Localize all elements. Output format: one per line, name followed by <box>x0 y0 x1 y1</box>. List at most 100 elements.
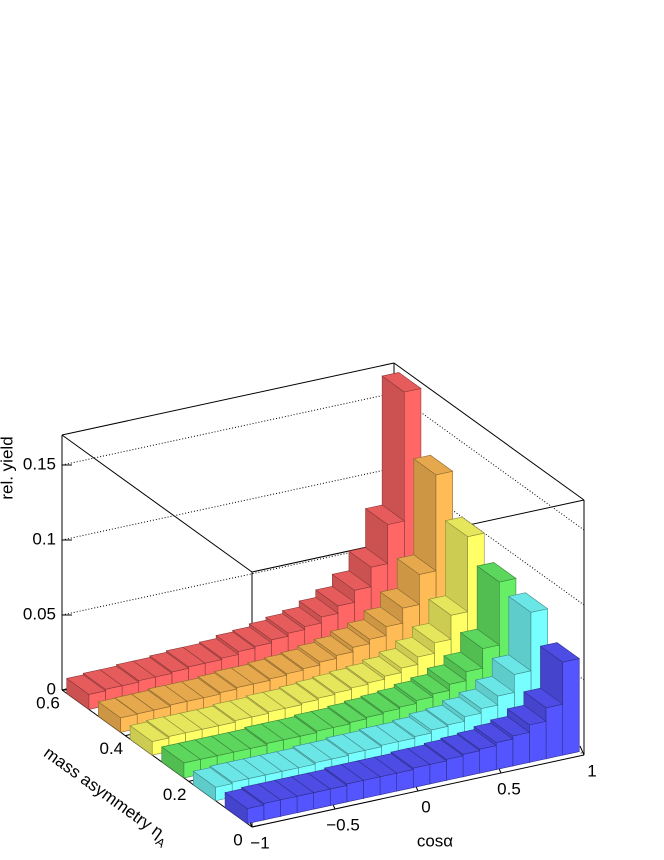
z-tick-label: 0 <box>47 679 56 698</box>
bar-top <box>325 734 366 755</box>
bar-top <box>364 504 406 525</box>
bar-top <box>244 723 285 744</box>
bar-top <box>129 721 170 742</box>
bar-top <box>114 693 155 715</box>
x-axis-title: cosα <box>417 831 453 850</box>
bar-front <box>429 760 447 785</box>
bar-top <box>441 696 482 718</box>
bar-top <box>292 742 333 763</box>
x-tick-label: −0.5 <box>326 815 360 834</box>
bar-front <box>479 745 497 774</box>
bar-top <box>358 725 399 746</box>
bar-top <box>473 722 514 743</box>
bar-top <box>390 748 431 769</box>
bar-top <box>330 627 371 648</box>
bar-top <box>115 660 157 681</box>
bar-top <box>192 767 233 788</box>
bar-top <box>539 642 580 663</box>
bar-top <box>348 547 389 568</box>
x-tick-label: −1 <box>250 833 269 852</box>
bar-front <box>512 732 530 767</box>
bar-top <box>296 642 338 663</box>
bar-top <box>161 743 202 764</box>
bar-top <box>82 669 123 690</box>
bar-top <box>298 597 339 618</box>
y-tick-label: 0.2 <box>163 785 187 804</box>
x-tick-label: 0 <box>421 797 430 816</box>
bar-top <box>245 691 286 713</box>
bar-top <box>489 716 531 737</box>
bar-top <box>328 667 369 689</box>
bar-top <box>247 658 288 680</box>
bar-top <box>443 651 484 673</box>
z-tick-label: 0.1 <box>32 529 56 548</box>
bar-top <box>212 700 253 721</box>
bar-top <box>149 652 190 673</box>
bar-top <box>376 687 418 708</box>
y-axis-title-main: mass asymmetry η <box>40 743 167 842</box>
bar-top <box>346 619 387 640</box>
y-tick-label: 0.4 <box>100 739 124 758</box>
bar-top <box>444 516 485 537</box>
bar-front <box>462 750 480 778</box>
bar-top <box>240 783 282 804</box>
bar-top <box>97 697 138 719</box>
bar-top <box>363 606 404 627</box>
bar-top <box>361 656 402 677</box>
bar-front <box>562 658 580 756</box>
bar-top <box>428 595 469 616</box>
bar-top <box>411 622 452 644</box>
bar-top <box>198 638 240 659</box>
bar-top <box>315 586 356 607</box>
bar-top <box>378 648 419 669</box>
bar-top <box>440 734 481 755</box>
bar-top <box>456 729 497 750</box>
bar-top <box>278 683 319 704</box>
bar-top <box>408 710 449 731</box>
z-tick-label: 0.05 <box>23 604 56 623</box>
bar-front <box>446 755 464 781</box>
bar-top <box>379 588 421 609</box>
bar-top <box>280 648 321 669</box>
bar-top <box>426 664 467 685</box>
bar-front <box>529 720 547 763</box>
bar-top <box>396 554 437 575</box>
bar-top <box>213 667 255 688</box>
bar-top <box>66 674 107 695</box>
bar-top <box>224 788 265 809</box>
bar-top <box>394 637 436 658</box>
bar-top <box>345 662 386 684</box>
bar-top <box>425 704 466 726</box>
bar-top <box>327 702 368 723</box>
y-tick-label: 0 <box>233 830 242 849</box>
bar-top <box>410 674 451 695</box>
bar-top <box>265 613 306 634</box>
x-tick-label: 1 <box>587 761 596 780</box>
z-tick-label: 0.15 <box>23 454 56 473</box>
bar-top <box>381 372 422 393</box>
frame-edge <box>61 689 253 828</box>
bar-top <box>209 762 250 783</box>
bar-top <box>413 454 454 476</box>
y-tick <box>251 824 262 828</box>
bar-top <box>476 562 517 583</box>
bar-top <box>232 626 273 647</box>
bar-top <box>506 704 547 726</box>
x-tick-label: 0.5 <box>497 779 521 798</box>
bar-top <box>508 592 549 613</box>
z-axis-title: rel. yield <box>0 436 16 499</box>
bar-top <box>360 692 401 713</box>
frame-edge <box>61 362 395 436</box>
bar-top <box>331 570 372 591</box>
bar-top <box>215 631 256 652</box>
bar-top <box>523 687 564 709</box>
bar-top <box>393 680 434 701</box>
y-tick-label: 0.6 <box>36 693 60 712</box>
bar-front <box>545 703 563 760</box>
bar-front <box>412 764 431 788</box>
bar-top <box>295 678 336 699</box>
grid-line <box>61 392 585 531</box>
bar-top <box>474 676 516 697</box>
bar-top <box>311 673 353 694</box>
